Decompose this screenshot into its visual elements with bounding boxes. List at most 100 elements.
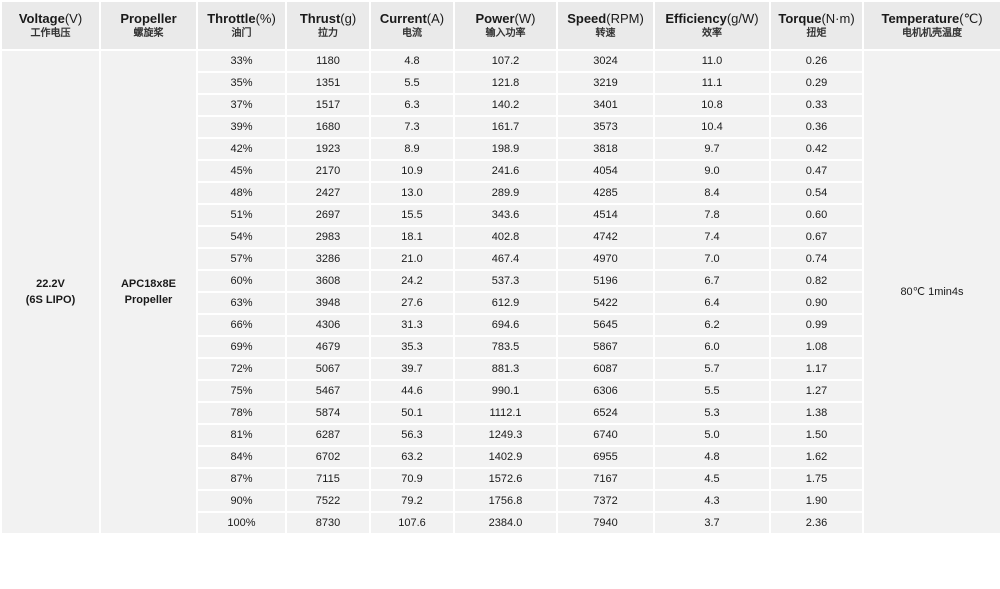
voltage-battery: (6S LIPO) <box>25 294 76 306</box>
cell-efficiency: 3.7 <box>653 511 771 535</box>
table-row: 75% 5467 44.6 990.1 6306 5.5 1.27 <box>1 379 1000 403</box>
cell-throttle: 45% <box>196 159 287 183</box>
cell-efficiency: 5.5 <box>653 379 771 403</box>
cell-power: 612.9 <box>453 291 558 315</box>
cell-torque: 1.62 <box>769 445 864 469</box>
cell-speed: 7372 <box>556 489 655 513</box>
table-row: 69% 4679 35.3 783.5 5867 6.0 1.08 <box>1 335 1000 359</box>
cell-speed: 7940 <box>556 511 655 535</box>
cell-throttle: 84% <box>196 445 287 469</box>
cell-current: 39.7 <box>369 357 455 381</box>
header-speed-cn: 转速 <box>595 28 616 39</box>
cell-power: 1112.1 <box>453 401 558 425</box>
cell-speed: 5867 <box>556 335 655 359</box>
cell-power: 161.7 <box>453 115 558 139</box>
cell-throttle: 33% <box>196 49 287 73</box>
cell-current: 35.3 <box>369 335 455 359</box>
cell-power: 140.2 <box>453 93 558 117</box>
header-current-unit: (A) <box>426 11 445 26</box>
header-throttle-cn: 油门 <box>231 28 252 39</box>
cell-thrust: 5874 <box>285 401 371 425</box>
propeller-label: Propeller <box>124 294 173 306</box>
cell-current: 31.3 <box>369 313 455 337</box>
cell-efficiency: 8.4 <box>653 181 771 205</box>
cell-throttle: 69% <box>196 335 287 359</box>
table-row: 22.2V (6S LIPO) APC18x8E Propeller 33% 1180 4.… <box>0 49 1000 535</box>
header-speed: Speed(RPM) 转速 <box>556 0 655 51</box>
cell-speed: 4285 <box>556 181 655 205</box>
table-body: 22.2V (6S LIPO) APC18x8E Propeller 33% 1180 4.… <box>0 49 1000 535</box>
cell-efficiency: 11.0 <box>653 49 771 73</box>
cell-torque: 0.54 <box>769 181 864 205</box>
propeller-cell: APC18x8E Propeller <box>99 49 198 535</box>
cell-speed: 3818 <box>556 137 655 161</box>
cell-torque: 0.90 <box>769 291 864 315</box>
voltage-cell: 22.2V (6S LIPO) <box>0 49 101 535</box>
cell-power: 402.8 <box>453 225 558 249</box>
cell-current: 27.6 <box>369 291 455 315</box>
cell-torque: 1.08 <box>769 335 864 359</box>
header-torque: Torque(N·m) 扭矩 <box>769 0 864 51</box>
table-row: 72% 5067 39.7 881.3 6087 5.7 1.17 <box>1 357 1000 381</box>
cell-efficiency: 7.8 <box>653 203 771 227</box>
table-row: 54% 2983 18.1 402.8 4742 7.4 0.67 <box>1 225 1000 249</box>
cell-current: 4.8 <box>369 49 455 73</box>
cell-efficiency: 6.2 <box>653 313 771 337</box>
cell-efficiency: 5.7 <box>653 357 771 381</box>
cell-torque: 1.50 <box>769 423 864 447</box>
cell-thrust: 6702 <box>285 445 371 469</box>
cell-current: 70.9 <box>369 467 455 491</box>
cell-efficiency: 5.3 <box>653 401 771 425</box>
table-row: 81% 6287 56.3 1249.3 6740 5.0 1.50 <box>1 423 1000 447</box>
cell-speed: 4742 <box>556 225 655 249</box>
cell-throttle: 66% <box>196 313 287 337</box>
table-row: 63% 3948 27.6 612.9 5422 6.4 0.90 <box>1 291 1000 315</box>
cell-torque: 1.90 <box>769 489 864 513</box>
cell-efficiency: 5.0 <box>653 423 771 447</box>
table-row: 57% 3286 21.0 467.4 4970 7.0 0.74 <box>1 247 1000 271</box>
header-current-cn: 电流 <box>402 28 422 39</box>
cell-current: 13.0 <box>369 181 455 205</box>
cell-power: 289.9 <box>453 181 558 205</box>
cell-thrust: 7522 <box>285 489 371 513</box>
cell-speed: 7167 <box>556 467 655 491</box>
cell-current: 50.1 <box>369 401 455 425</box>
cell-throttle: 60% <box>196 269 287 293</box>
cell-thrust: 2170 <box>285 159 371 183</box>
header-efficiency-label: Efficiency(g/W) <box>655 11 769 27</box>
cell-thrust: 6287 <box>285 423 371 447</box>
header-propeller-cn: 螺旋桨 <box>133 28 164 39</box>
cell-thrust: 3286 <box>285 247 371 271</box>
table-row: 100% 8730 107.6 2384.0 7940 3.7 2.36 <box>1 511 1000 535</box>
header-temperature-label: Temperature(℃) <box>864 11 1000 27</box>
cell-throttle: 90% <box>196 489 287 513</box>
cell-torque: 0.47 <box>769 159 864 183</box>
cell-speed: 5196 <box>556 269 655 293</box>
cell-current: 15.5 <box>369 203 455 227</box>
cell-throttle: 39% <box>196 115 287 139</box>
header-voltage: Voltage(V) 工作电压 <box>0 0 101 51</box>
cell-power: 1249.3 <box>453 423 558 447</box>
cell-thrust: 5067 <box>285 357 371 381</box>
header-speed-title: Speed <box>567 11 607 26</box>
cell-throttle: 35% <box>196 71 287 95</box>
cell-thrust: 4679 <box>285 335 371 359</box>
header-temperature-cn: 电机机壳温度 <box>902 28 962 39</box>
cell-torque: 0.82 <box>769 269 864 293</box>
header-efficiency: Efficiency(g/W) 效率 <box>653 0 771 51</box>
cell-speed: 4054 <box>556 159 655 183</box>
header-power-title: Power <box>475 11 515 26</box>
cell-current: 63.2 <box>369 445 455 469</box>
cell-throttle: 37% <box>196 93 287 117</box>
cell-speed: 6306 <box>556 379 655 403</box>
voltage-value: 22.2V <box>36 278 65 290</box>
cell-torque: 0.36 <box>769 115 864 139</box>
cell-thrust: 4306 <box>285 313 371 337</box>
header-power-unit: (W) <box>514 11 536 26</box>
cell-speed: 3024 <box>556 49 655 73</box>
header-current: Current(A) 电流 <box>369 0 455 51</box>
cell-speed: 5645 <box>556 313 655 337</box>
cell-current: 56.3 <box>369 423 455 447</box>
table-row: 42% 1923 8.9 198.9 3818 9.7 0.42 <box>1 137 1000 161</box>
header-efficiency-unit: (g/W) <box>726 11 759 26</box>
